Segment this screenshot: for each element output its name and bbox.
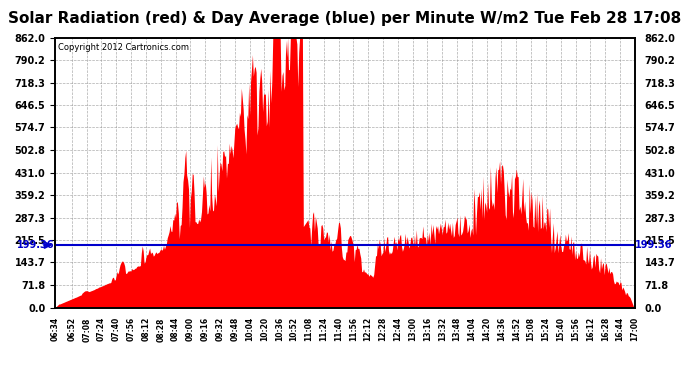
Text: 199.36: 199.36	[17, 240, 55, 250]
Text: Solar Radiation (red) & Day Average (blue) per Minute W/m2 Tue Feb 28 17:08: Solar Radiation (red) & Day Average (blu…	[8, 11, 682, 26]
Text: 199.36: 199.36	[635, 240, 673, 250]
Text: Copyright 2012 Cartronics.com: Copyright 2012 Cartronics.com	[58, 43, 189, 52]
